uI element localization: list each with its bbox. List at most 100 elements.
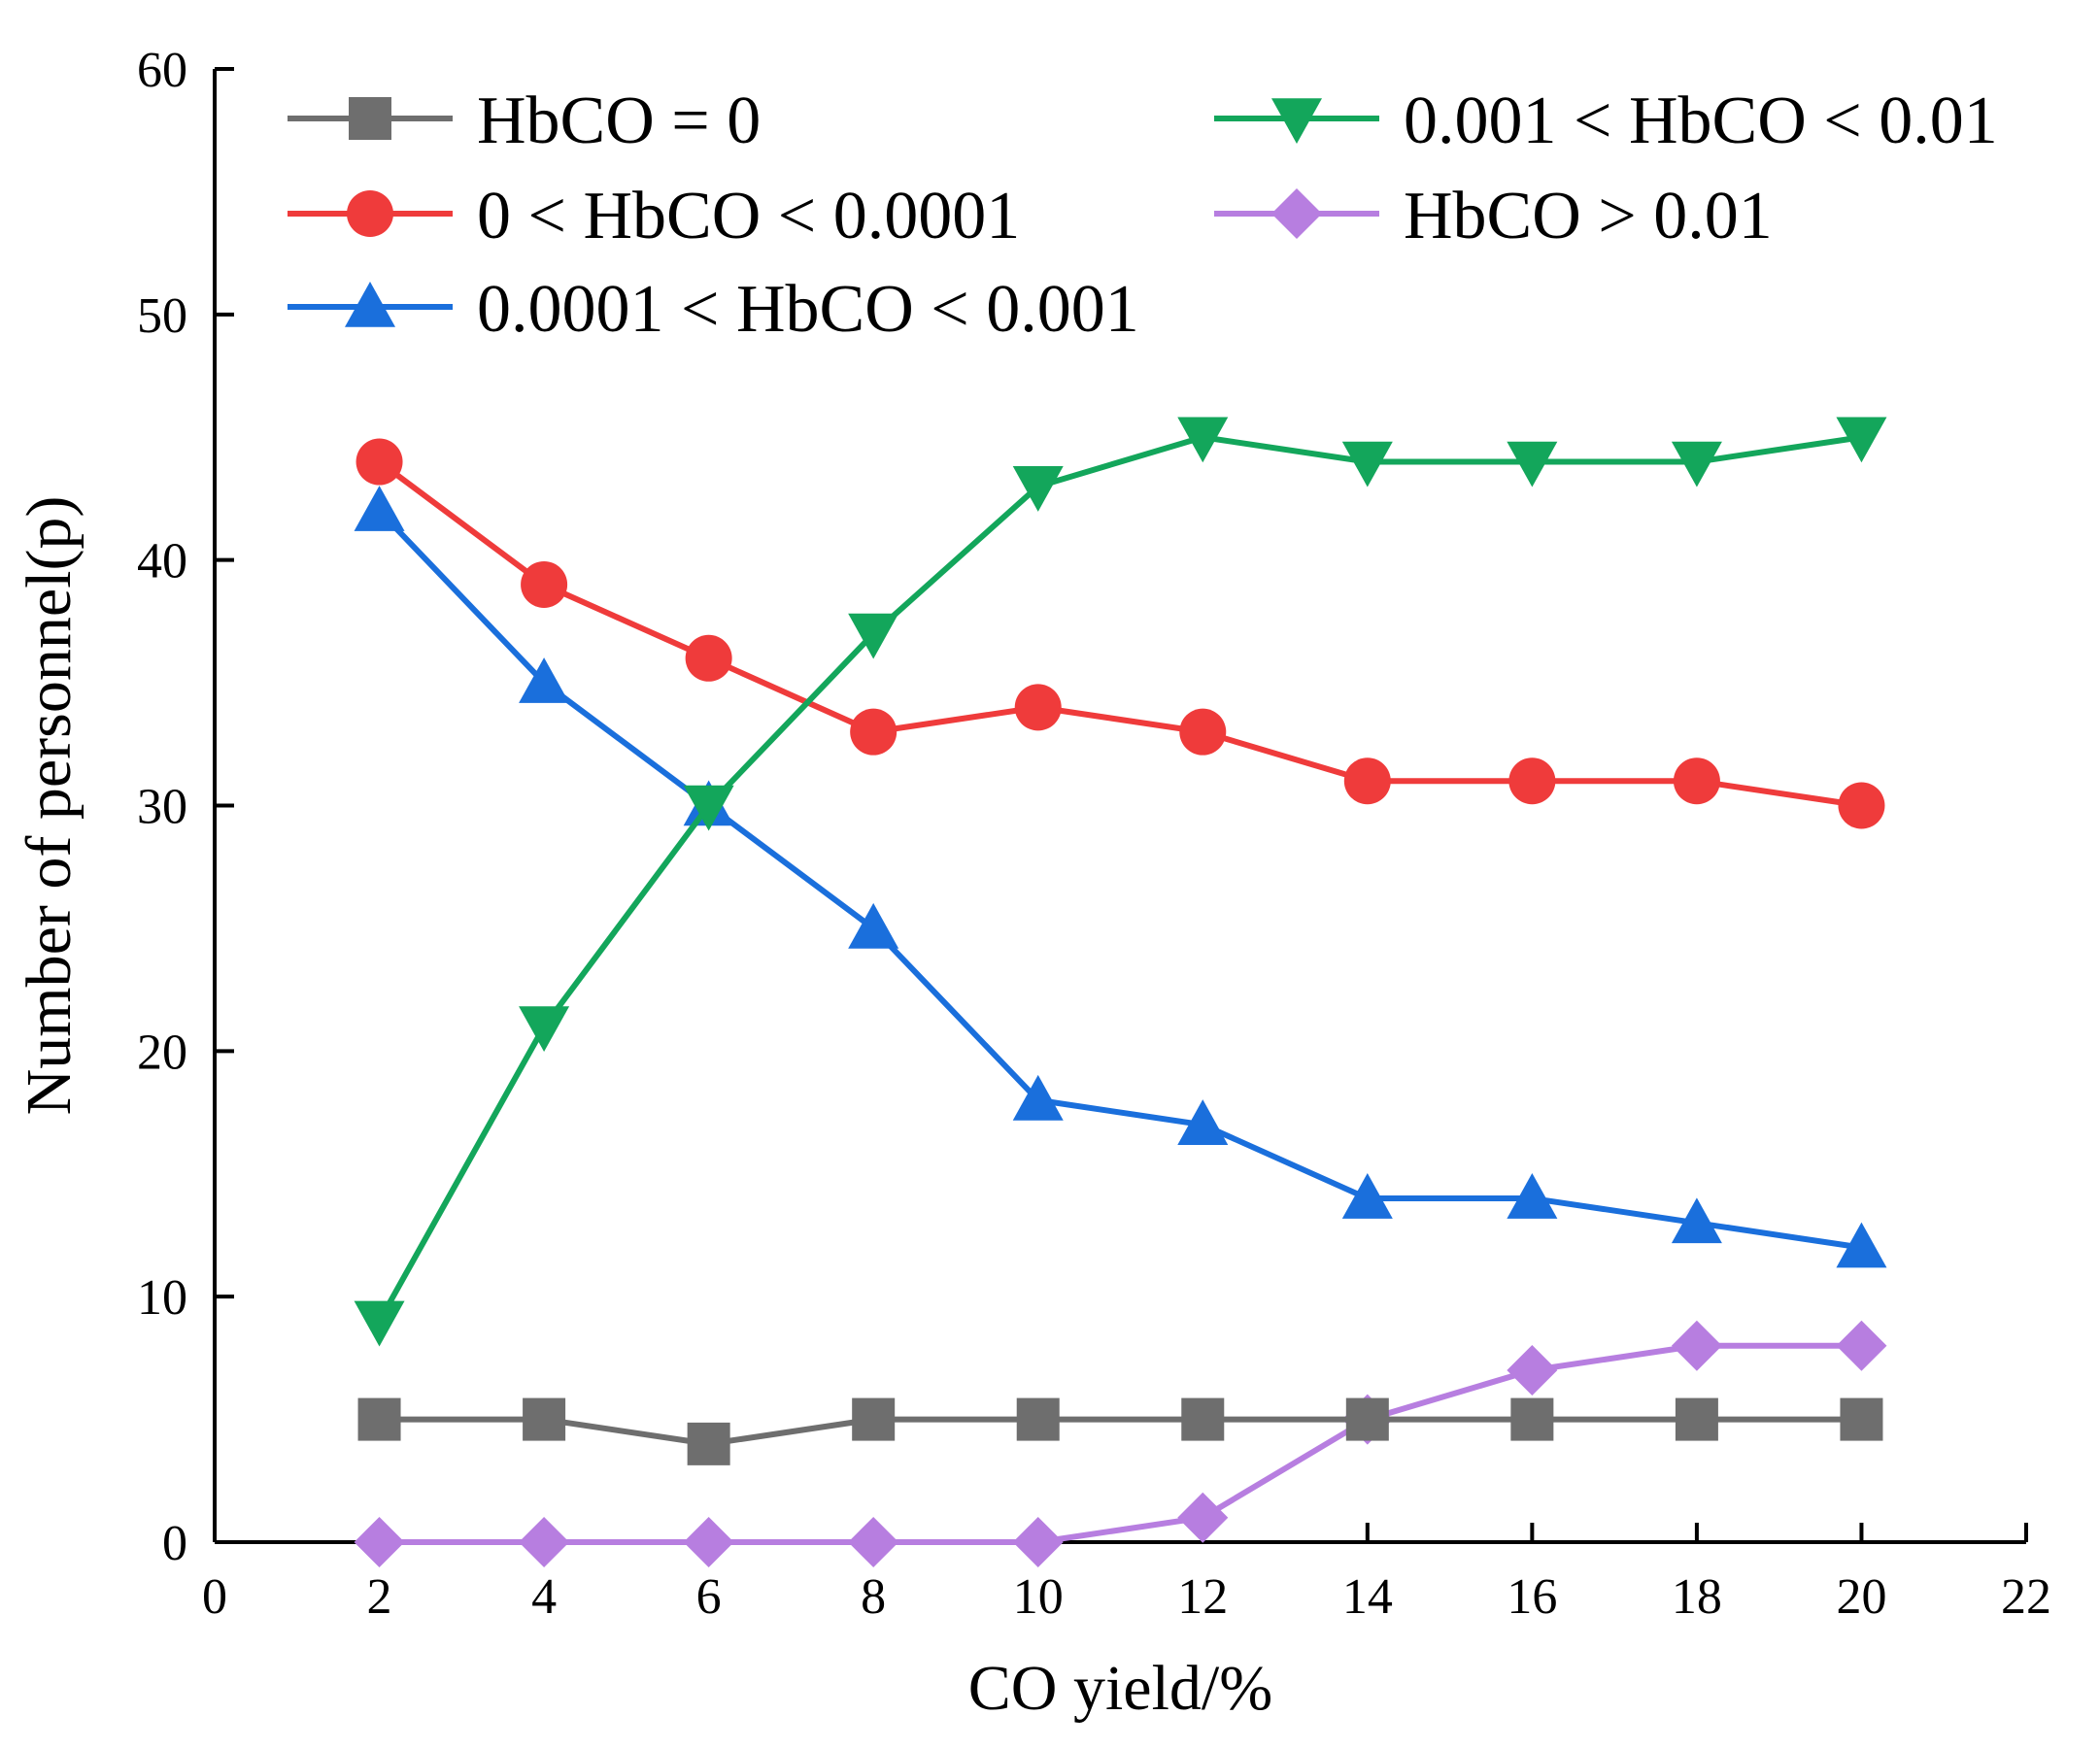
y-axis-title: Number of personnel(p) <box>14 496 85 1116</box>
y-tick-label: 40 <box>137 534 187 589</box>
x-tick-label: 8 <box>861 1569 886 1625</box>
legend-item: 0.001 < HbCO < 0.01 <box>1214 84 1998 158</box>
legend-marker <box>347 190 393 237</box>
y-tick-label: 60 <box>137 43 187 98</box>
x-tick-label: 18 <box>1672 1569 1722 1625</box>
data-point <box>1840 1397 1883 1441</box>
series-line <box>379 1342 1862 1545</box>
data-point <box>1671 441 1722 488</box>
y-tick-label: 0 <box>162 1516 187 1571</box>
legend-marker <box>1271 188 1322 239</box>
legend-item: 0.0001 < HbCO < 0.001 <box>288 272 1139 347</box>
series-line <box>376 434 1862 1323</box>
x-tick-label: 14 <box>1342 1569 1393 1625</box>
data-point <box>521 560 568 608</box>
data-point <box>1345 1397 1389 1441</box>
data-point <box>685 634 732 682</box>
data-point <box>850 708 898 756</box>
x-tick-label: 0 <box>202 1569 227 1625</box>
data-point <box>1177 417 1229 463</box>
legend-label: 0.001 < HbCO < 0.01 <box>1404 84 1998 158</box>
data-point <box>848 613 899 659</box>
legend-item: HbCO > 0.01 <box>1214 179 1773 253</box>
data-point <box>1012 466 1064 512</box>
legend-label: HbCO = 0 <box>477 84 761 158</box>
data-point <box>1507 441 1558 488</box>
x-axis-title: CO yield/% <box>968 1653 1272 1724</box>
legend-item: HbCO = 0 <box>288 84 761 158</box>
series-line <box>377 459 1862 809</box>
x-tick-label: 10 <box>1013 1569 1064 1625</box>
data-point <box>1510 1397 1554 1441</box>
legend-item: 0 < HbCO < 0.0001 <box>288 179 1020 253</box>
data-point <box>519 657 570 703</box>
legend: HbCO = 0 0 < HbCO < 0.0001 0.0001 < HbCO <… <box>288 84 1998 347</box>
data-point <box>1508 757 1556 805</box>
x-tick-label: 20 <box>1836 1569 1886 1625</box>
y-axis-ticks: 0 10 20 30 40 50 60 <box>137 43 234 1571</box>
legend-label: 0 < HbCO < 0.0001 <box>477 179 1020 253</box>
data-point <box>1012 1517 1064 1567</box>
data-point <box>1014 684 1062 731</box>
data-point <box>354 1517 405 1567</box>
data-point <box>354 486 405 531</box>
legend-label: 0.0001 < HbCO < 0.001 <box>477 272 1139 347</box>
series-1 <box>356 438 1885 829</box>
series-3 <box>354 417 1887 1347</box>
data-point <box>687 1422 730 1465</box>
data-point <box>1671 1197 1722 1244</box>
x-tick-label: 2 <box>367 1569 392 1625</box>
y-tick-label: 50 <box>137 288 187 344</box>
data-point <box>1671 1320 1722 1371</box>
data-point <box>1836 417 1887 463</box>
x-axis-ticks: 0 2 4 6 8 10 12 14 16 18 20 22 <box>202 1523 2051 1625</box>
data-point <box>1341 441 1393 488</box>
data-point <box>1673 757 1720 805</box>
data-point <box>519 1006 570 1053</box>
data-point <box>1838 782 1885 829</box>
data-point <box>356 438 403 486</box>
legend-marker <box>1271 98 1322 144</box>
series-4 <box>354 1320 1887 1567</box>
series-line <box>377 509 1862 1251</box>
data-point <box>1179 708 1227 756</box>
x-tick-label: 4 <box>531 1569 557 1625</box>
data-point <box>1507 1173 1558 1219</box>
data-point <box>1675 1397 1718 1441</box>
series-line <box>379 1416 1862 1447</box>
data-point <box>354 1300 405 1347</box>
data-point <box>1836 1320 1887 1371</box>
data-point <box>1177 1492 1229 1543</box>
y-tick-label: 30 <box>137 780 187 835</box>
x-tick-label: 12 <box>1177 1569 1228 1625</box>
data-point <box>519 1517 570 1567</box>
data-point <box>1181 1397 1225 1441</box>
legend-label: HbCO > 0.01 <box>1404 179 1773 253</box>
data-point <box>1016 1397 1060 1441</box>
data-point <box>1343 757 1391 805</box>
data-point <box>852 1397 896 1441</box>
data-point <box>1012 1074 1064 1121</box>
data-point <box>1341 1173 1393 1219</box>
x-tick-label: 22 <box>2001 1569 2051 1625</box>
data-point <box>1836 1222 1887 1268</box>
data-point <box>683 1517 734 1567</box>
x-tick-label: 16 <box>1507 1569 1557 1625</box>
series-2 <box>354 486 1887 1268</box>
data-point <box>1507 1345 1558 1396</box>
data-point <box>848 1517 899 1567</box>
series-0 <box>357 1397 1883 1465</box>
data-point <box>683 785 734 831</box>
x-tick-label: 6 <box>696 1569 722 1625</box>
y-tick-label: 20 <box>137 1025 187 1080</box>
data-point <box>848 902 899 949</box>
legend-marker <box>345 282 395 327</box>
data-point <box>523 1397 566 1441</box>
data-point <box>357 1397 401 1441</box>
series-layer <box>354 417 1887 1567</box>
legend-marker <box>349 97 391 140</box>
y-tick-label: 10 <box>137 1270 187 1326</box>
data-point <box>1177 1099 1229 1145</box>
